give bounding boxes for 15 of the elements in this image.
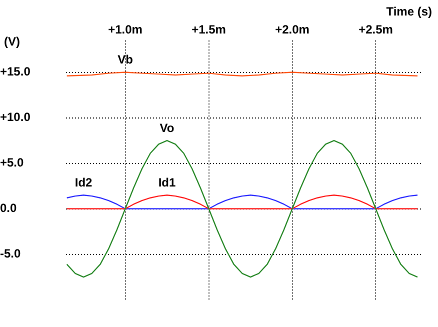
- x-tick-label: +2.5m: [358, 22, 393, 37]
- series-label: Vo: [160, 120, 174, 135]
- x-axis-title: Time (s): [386, 4, 432, 18]
- series-label: Vb: [118, 52, 133, 67]
- series-label: Id2: [74, 175, 93, 190]
- x-tick-label: +2.0m: [275, 22, 310, 37]
- x-tick-label: +1.5m: [192, 22, 226, 37]
- y-tick-label: +5.0: [0, 156, 24, 170]
- y-tick-label: 0.0: [0, 201, 18, 216]
- x-tick-label: +1.0m: [108, 22, 142, 37]
- y-tick-label: -5.0: [0, 246, 22, 261]
- y-tick-label: +15.0: [0, 64, 31, 79]
- y-axis-title: (V): [4, 34, 20, 48]
- series-label: Id1: [158, 175, 176, 190]
- y-tick-label: +10.0: [0, 110, 31, 124]
